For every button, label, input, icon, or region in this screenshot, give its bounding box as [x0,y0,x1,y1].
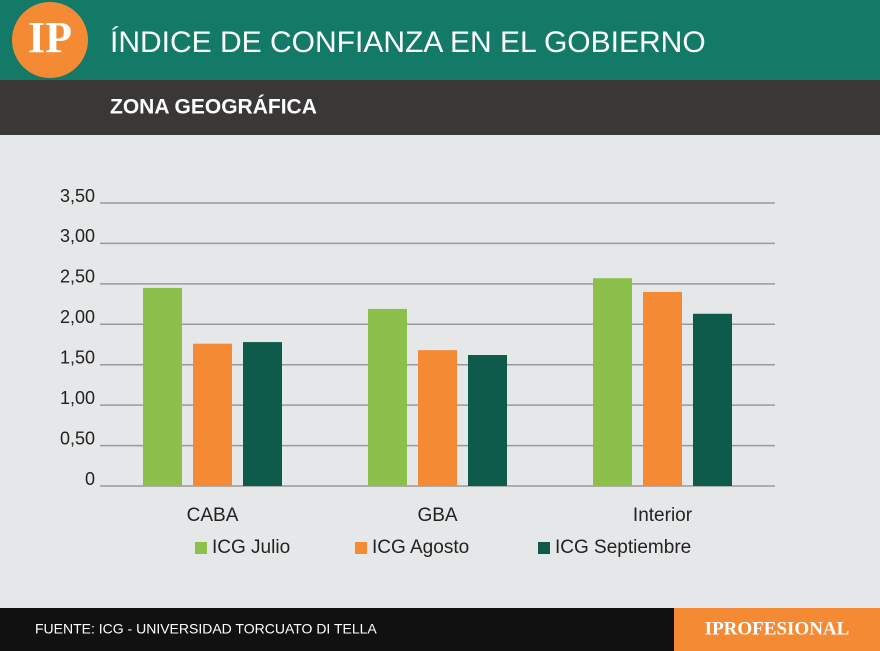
legend-label: ICG Julio [212,537,290,558]
x-tick-label: CABA [187,505,239,526]
source: FUENTE: ICG - UNIVERSIDAD TORCUATO DI TE… [35,621,377,637]
y-tick-label: 2,00 [60,307,95,327]
header-band [0,0,880,80]
y-tick-label: 0 [85,469,95,489]
legend-swatch [355,542,367,554]
y-tick-label: 2,50 [60,267,95,287]
x-tick-label: GBA [417,505,457,526]
legend-label: ICG Agosto [372,537,469,558]
bar [468,355,507,486]
legend-swatch [538,542,550,554]
subtitle-band [0,80,880,135]
chart-title: ÍNDICE DE CONFIANZA EN EL GOBIERNO [110,26,706,59]
logo: IP [28,13,72,62]
legend-label: ICG Septiembre [555,537,691,558]
x-tick-label: Interior [633,505,693,526]
legend-swatch [195,542,207,554]
y-tick-label: 3,50 [60,186,95,206]
y-tick-label: 0,50 [60,428,95,448]
y-tick-label: 1,00 [60,388,95,408]
y-tick-label: 3,00 [60,226,95,246]
bar [693,313,732,486]
logo-circle [12,2,88,78]
chart-subtitle: ZONA GEOGRÁFICA [110,96,317,119]
bar [418,350,457,486]
bar [368,308,407,486]
brand: IPROFESIONAL [705,618,850,639]
brand-box [674,608,880,651]
bar [143,287,182,486]
bar [193,343,232,486]
y-tick-label: 1,50 [60,347,95,367]
bar [593,278,632,486]
bar [643,291,682,486]
bar [243,342,282,486]
